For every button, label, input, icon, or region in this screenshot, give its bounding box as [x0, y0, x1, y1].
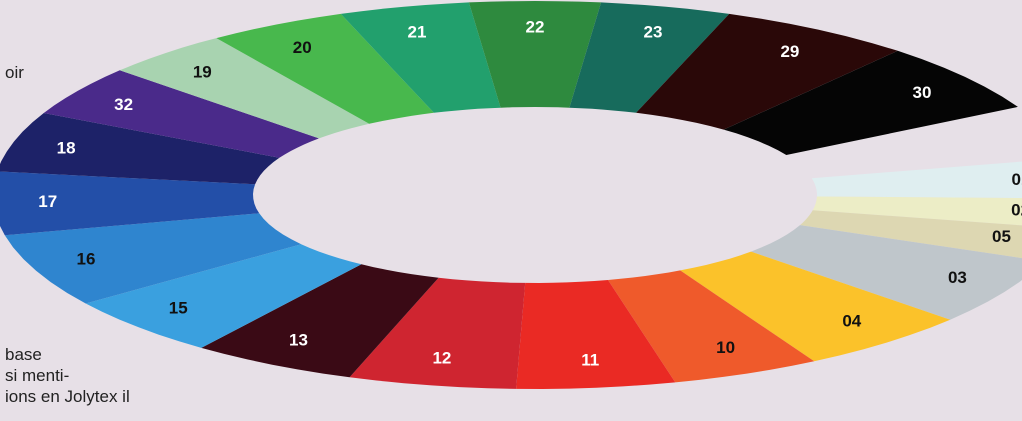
cutoff-text-line: base [5, 345, 42, 364]
ring-segment-17 [0, 171, 260, 236]
ring-segment-05 [800, 210, 1022, 259]
ring-segment-12 [349, 277, 526, 389]
segment-label-13: 13 [289, 330, 308, 349]
ring-segment-02 [812, 196, 1022, 226]
ring-segment-03 [751, 225, 1022, 320]
ring-segment-22 [468, 1, 602, 108]
segment-label-01: 01 [1011, 170, 1022, 189]
ring-segment-04 [680, 251, 951, 362]
segment-label-02: 02 [1011, 200, 1022, 219]
ring-segment-23 [569, 2, 730, 113]
segment-label-17: 17 [38, 192, 57, 211]
segment-label-21: 21 [408, 23, 427, 42]
cutoff-text-line: si menti- [5, 366, 70, 385]
segment-label-29: 29 [780, 42, 799, 61]
segment-label-16: 16 [77, 250, 96, 269]
ring-segment-13 [201, 264, 439, 378]
segment-label-12: 12 [432, 348, 451, 367]
cutoff-text-line: ions en Jolytex il [5, 387, 130, 406]
ring-segment-15 [85, 244, 362, 348]
ring-segment-20 [216, 13, 434, 124]
ring-segment-01 [811, 161, 1022, 198]
segment-label-15: 15 [169, 298, 188, 317]
ring-segment-18 [0, 113, 280, 185]
ring-segment-21 [340, 2, 501, 113]
segment-label-18: 18 [57, 138, 76, 157]
segment-label-32: 32 [114, 95, 133, 114]
segment-label-10: 10 [716, 338, 735, 357]
segment-label-19: 19 [193, 62, 212, 81]
cutoff-text-bottom: base si menti- ions en Jolytex il [5, 344, 130, 407]
cutoff-text-top: oir [5, 63, 24, 82]
segment-label-11: 11 [581, 350, 599, 369]
segment-label-04: 04 [842, 311, 861, 330]
segment-label-03: 03 [948, 268, 967, 287]
segment-label-20: 20 [293, 38, 312, 57]
segment-label-30: 30 [913, 83, 932, 102]
ring-segment-19 [119, 38, 370, 139]
ring-segment-29 [636, 13, 898, 130]
segment-label-23: 23 [644, 23, 663, 42]
ring-segment-11 [516, 280, 676, 389]
segment-label-05: 05 [992, 227, 1011, 246]
ring-segment-32 [43, 70, 320, 158]
ring-segment-16 [4, 213, 302, 304]
segment-label-22: 22 [526, 18, 545, 37]
ring-segment-30 [723, 50, 1018, 155]
ring-segment-10 [608, 270, 815, 383]
